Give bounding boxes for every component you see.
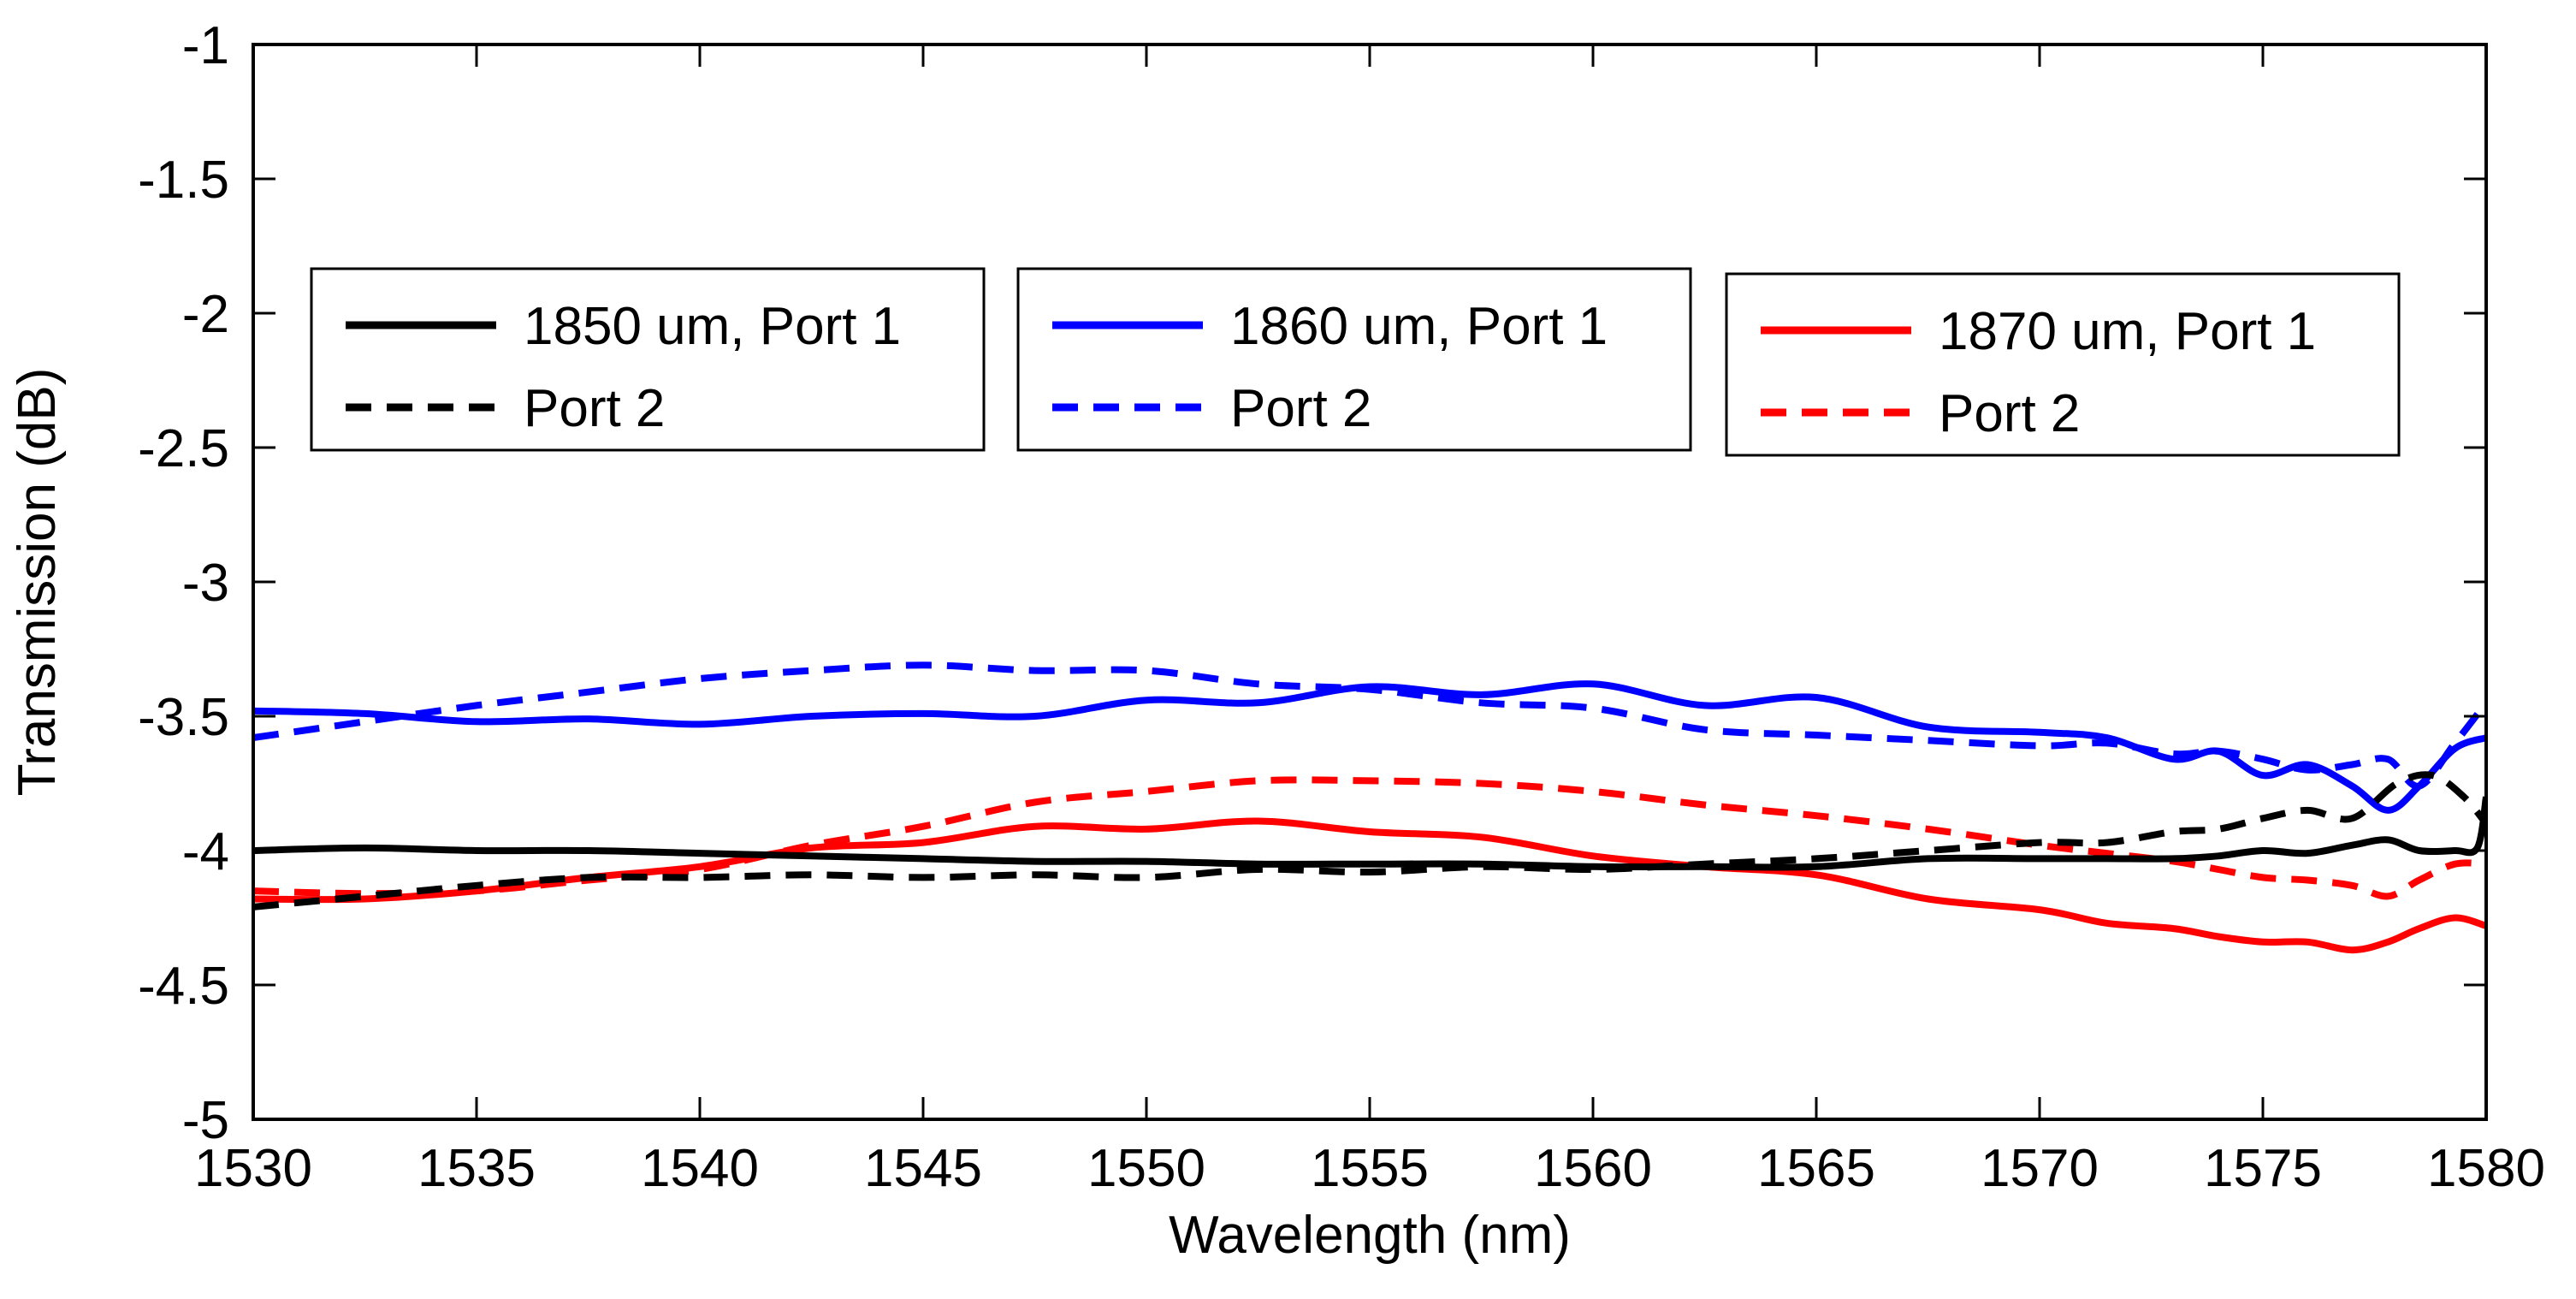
x-tick-label: 1530 (194, 1139, 312, 1198)
x-tick-label: 1540 (641, 1139, 759, 1198)
x-tick-label: 1550 (1087, 1139, 1205, 1198)
x-tick-label: 1575 (2204, 1139, 2322, 1198)
x-tick-label: 1545 (864, 1139, 982, 1198)
x-tick-label: 1570 (1981, 1139, 2099, 1198)
series-line-s1850p1 (253, 796, 2486, 871)
y-tick-label: -3 (182, 554, 229, 613)
y-tick-label: -1 (182, 16, 229, 75)
y-tick-label: -5 (182, 1091, 229, 1150)
x-tick-label: 1560 (1534, 1139, 1652, 1198)
series-line-s1860p1 (253, 680, 2486, 814)
y-tick-label: -1.5 (138, 151, 229, 210)
y-tick-label: -4 (182, 822, 229, 881)
legend-label-s1870p2: Port 2 (1939, 384, 2080, 443)
legend-box (310, 267, 986, 452)
legend-upper-left: 1850 um, Port 1 Port 2 (310, 267, 986, 452)
legend-label-s1850p1: 1850 um, Port 1 (524, 297, 901, 356)
legend-label-s1850p2: Port 2 (524, 379, 665, 438)
tick-layer: 1530 1535 1540 1545 1550 1555 1560 1565 1570 1575… (138, 16, 2545, 1198)
y-tick-label: -2 (182, 285, 229, 344)
x-tick-label: 1565 (1757, 1139, 1875, 1198)
x-tick-label: 1580 (2427, 1139, 2545, 1198)
legend-upper-right: 1870 um, Port 1 Port 2 (1725, 272, 2401, 457)
legend-label-s1860p1: 1860 um, Port 1 (1230, 297, 1608, 356)
series-layer (253, 661, 2486, 954)
y-tick-label: -3.5 (138, 688, 229, 747)
legend-label-s1870p1: 1870 um, Port 1 (1939, 302, 2316, 361)
legend-layer: 1850 um, Port 1 Port 2 1860 um, Port 1 Port… (310, 267, 2401, 457)
x-tick-label: 1555 (1311, 1139, 1429, 1198)
y-tick-label: -2.5 (138, 419, 229, 478)
legend-box (1016, 267, 1692, 452)
legend-upper-center: 1860 um, Port 1 Port 2 (1016, 267, 1692, 452)
legend-box (1725, 272, 2401, 457)
x-tick-label: 1535 (417, 1139, 536, 1198)
y-tick-label: -4.5 (138, 957, 229, 1016)
x-axis-label: Wavelength (nm) (1169, 1206, 1571, 1265)
y-axis-label: Transmission (dB) (8, 368, 67, 797)
legend-label-s1860p2: Port 2 (1230, 379, 1371, 438)
series-line-s1870p1 (253, 817, 2486, 954)
